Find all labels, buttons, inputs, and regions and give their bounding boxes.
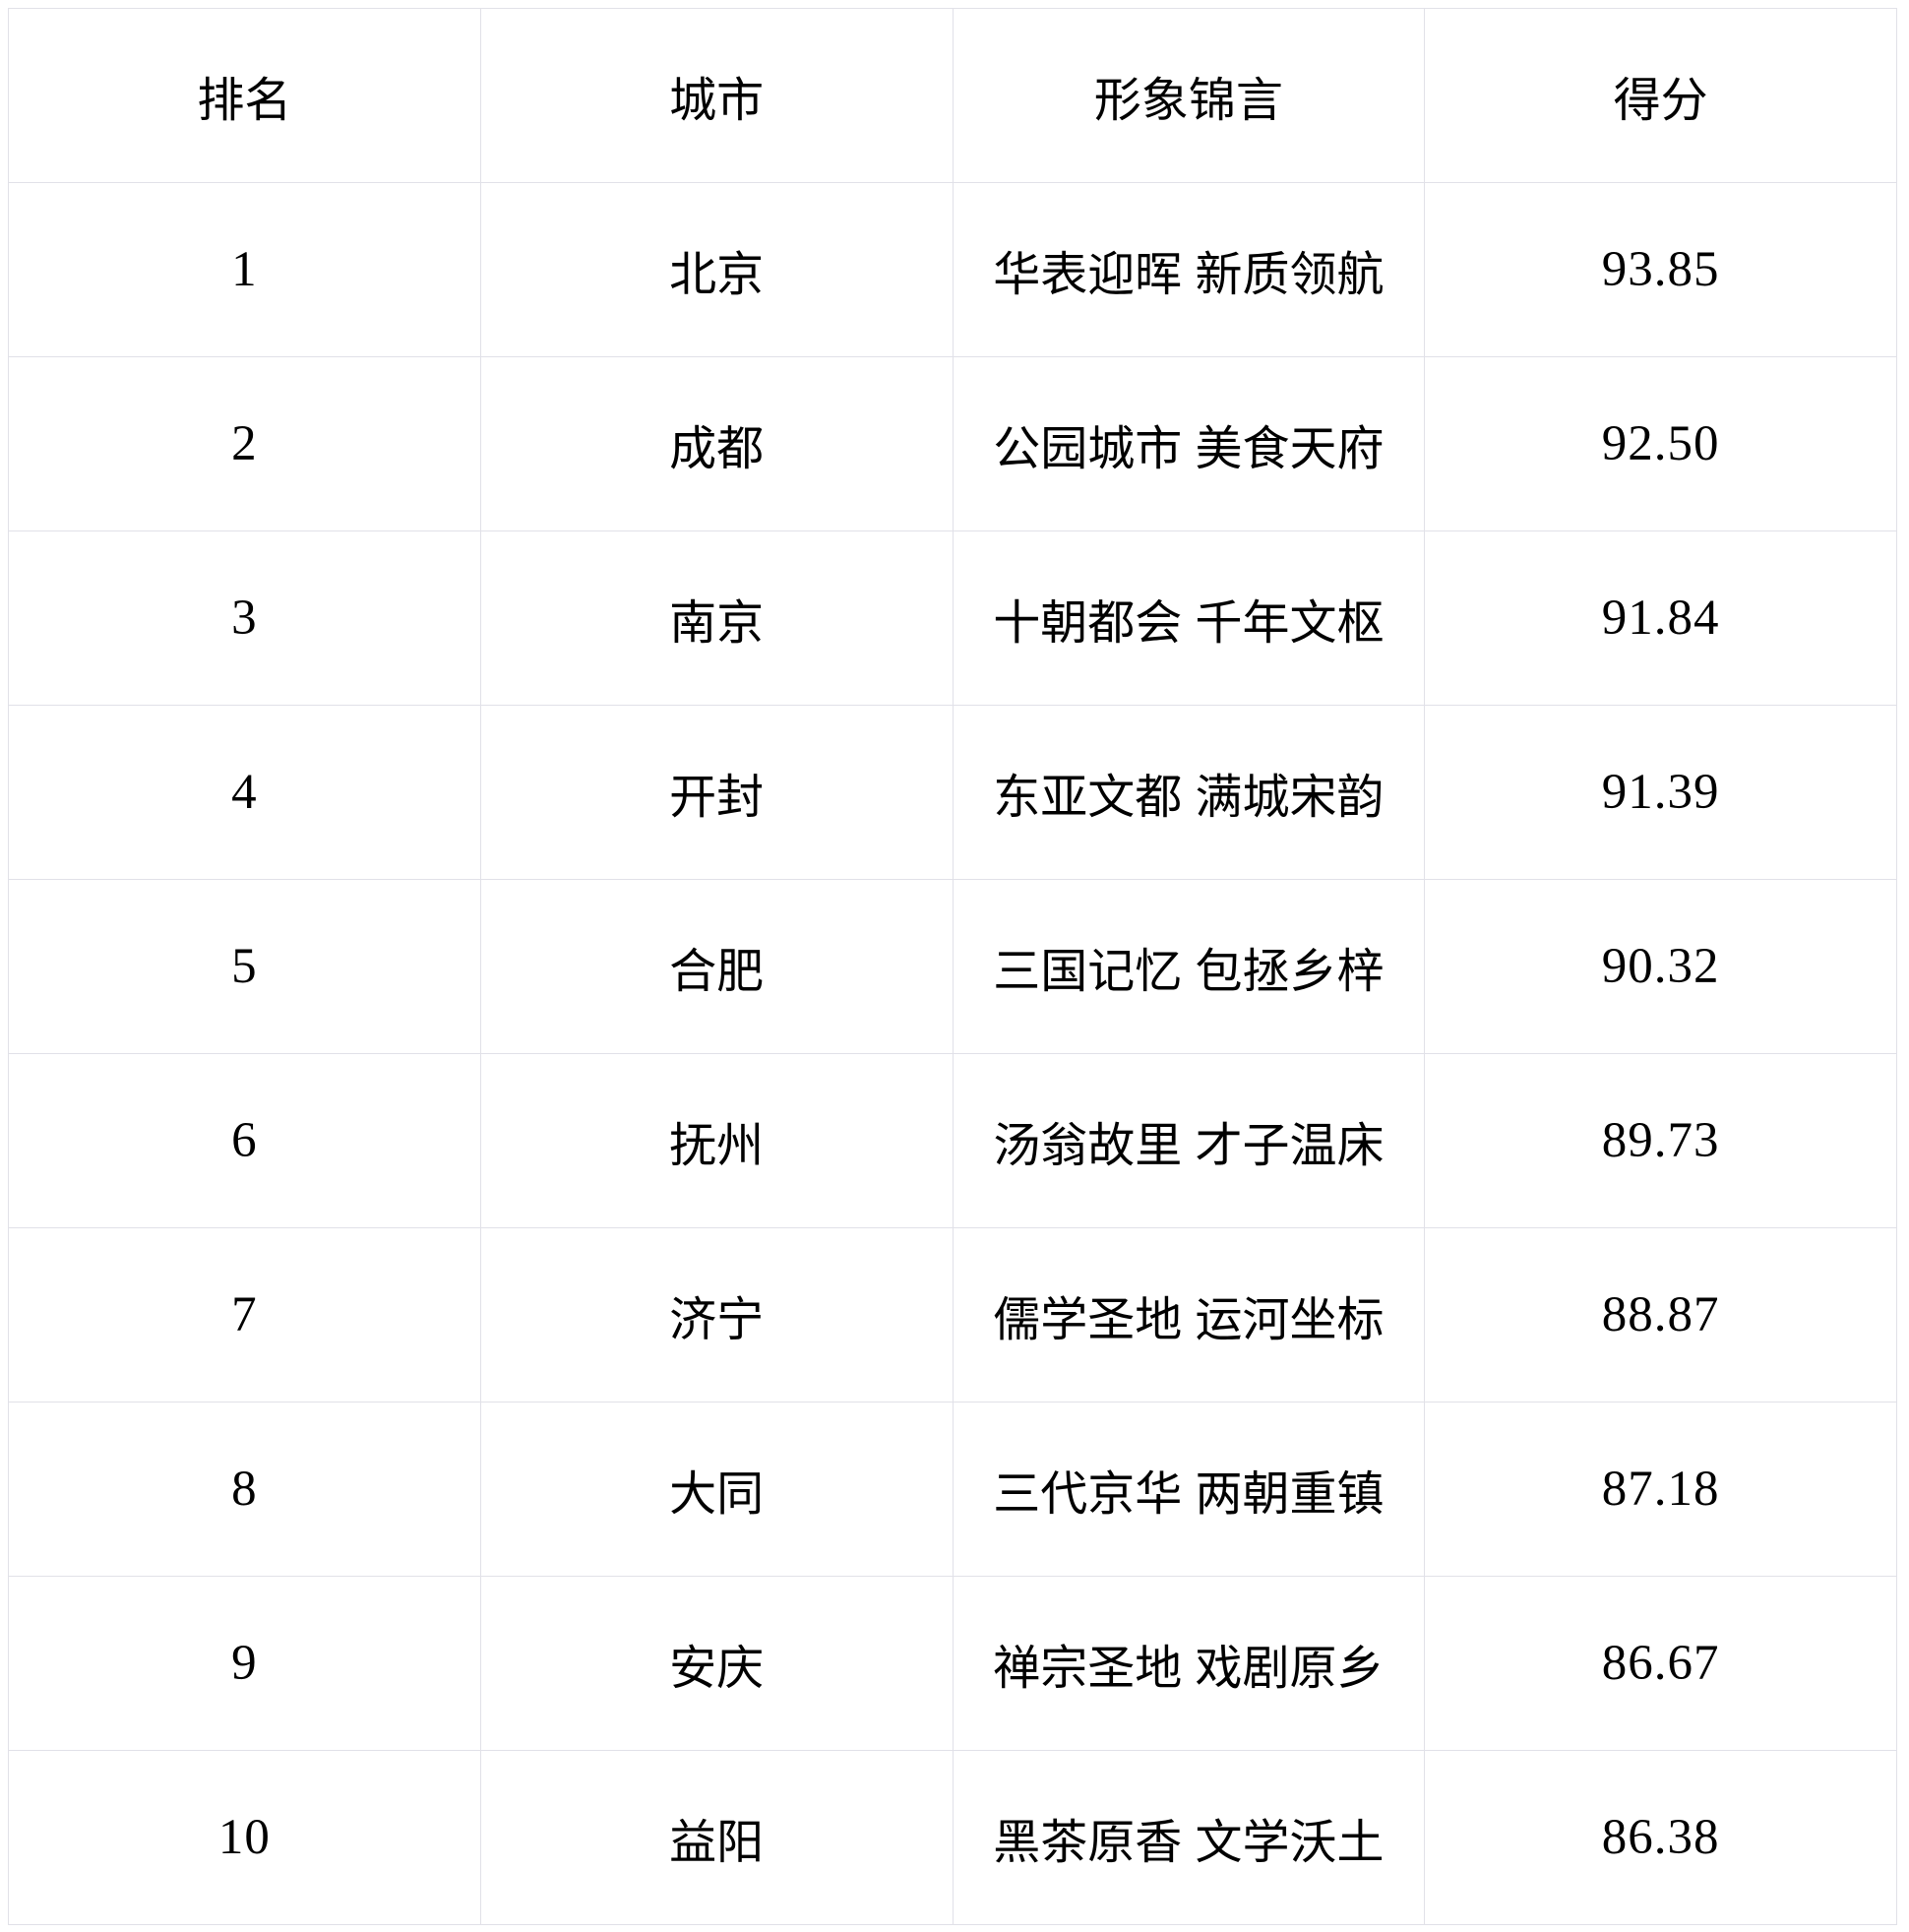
header-rank: 排名 [8,8,481,183]
rank-cell: 5 [8,879,481,1054]
rank-cell: 9 [8,1576,481,1751]
city-cell: 南京 [479,530,954,706]
score-cell: 89.73 [1424,1053,1897,1228]
motto-cell: 三国记忆 包拯乡梓 [952,879,1426,1054]
city-ranking-table: 排名 城市 形象锦言 得分 1 北京 华表迎晖 新质领航 93.85 2 成都 … [8,8,1897,1925]
motto-cell: 汤翁故里 才子温床 [952,1053,1426,1228]
city-cell: 北京 [479,182,954,357]
motto-cell: 三代京华 两朝重镇 [952,1402,1426,1577]
table-row: 5 合肥 三国记忆 包拯乡梓 90.32 [8,879,1897,1054]
table-row: 9 安庆 禅宗圣地 戏剧原乡 86.67 [8,1576,1897,1751]
score-cell: 86.38 [1424,1750,1897,1925]
city-cell: 开封 [479,705,954,880]
score-cell: 92.50 [1424,356,1897,531]
city-cell: 济宁 [479,1227,954,1402]
header-score: 得分 [1424,8,1897,183]
city-ranking-table-container: 排名 城市 形象锦言 得分 1 北京 华表迎晖 新质领航 93.85 2 成都 … [8,8,1897,1925]
motto-cell: 儒学圣地 运河坐标 [952,1227,1426,1402]
city-cell: 大同 [479,1402,954,1577]
table-row: 8 大同 三代京华 两朝重镇 87.18 [8,1402,1897,1577]
rank-cell: 8 [8,1402,481,1577]
rank-cell: 4 [8,705,481,880]
city-cell: 安庆 [479,1576,954,1751]
table-row: 3 南京 十朝都会 千年文枢 91.84 [8,530,1897,706]
score-cell: 91.39 [1424,705,1897,880]
table-row: 10 益阳 黑茶原香 文学沃土 86.38 [8,1750,1897,1925]
table-row: 4 开封 东亚文都 满城宋韵 91.39 [8,705,1897,880]
rank-cell: 3 [8,530,481,706]
score-cell: 87.18 [1424,1402,1897,1577]
header-city: 城市 [479,8,954,183]
city-cell: 益阳 [479,1750,954,1925]
score-cell: 88.87 [1424,1227,1897,1402]
score-cell: 93.85 [1424,182,1897,357]
score-cell: 90.32 [1424,879,1897,1054]
motto-cell: 公园城市 美食天府 [952,356,1426,531]
header-motto: 形象锦言 [952,8,1426,183]
rank-cell: 2 [8,356,481,531]
header-row: 排名 城市 形象锦言 得分 [8,8,1897,183]
table-row: 2 成都 公园城市 美食天府 92.50 [8,356,1897,531]
city-cell: 抚州 [479,1053,954,1228]
city-cell: 成都 [479,356,954,531]
rank-cell: 1 [8,182,481,357]
motto-cell: 黑茶原香 文学沃土 [952,1750,1426,1925]
table-row: 7 济宁 儒学圣地 运河坐标 88.87 [8,1227,1897,1402]
motto-cell: 东亚文都 满城宋韵 [952,705,1426,880]
motto-cell: 禅宗圣地 戏剧原乡 [952,1576,1426,1751]
score-cell: 86.67 [1424,1576,1897,1751]
table-row: 6 抚州 汤翁故里 才子温床 89.73 [8,1053,1897,1228]
motto-cell: 华表迎晖 新质领航 [952,182,1426,357]
rank-cell: 6 [8,1053,481,1228]
score-cell: 91.84 [1424,530,1897,706]
city-cell: 合肥 [479,879,954,1054]
table-row: 1 北京 华表迎晖 新质领航 93.85 [8,182,1897,357]
rank-cell: 10 [8,1750,481,1925]
motto-cell: 十朝都会 千年文枢 [952,530,1426,706]
rank-cell: 7 [8,1227,481,1402]
